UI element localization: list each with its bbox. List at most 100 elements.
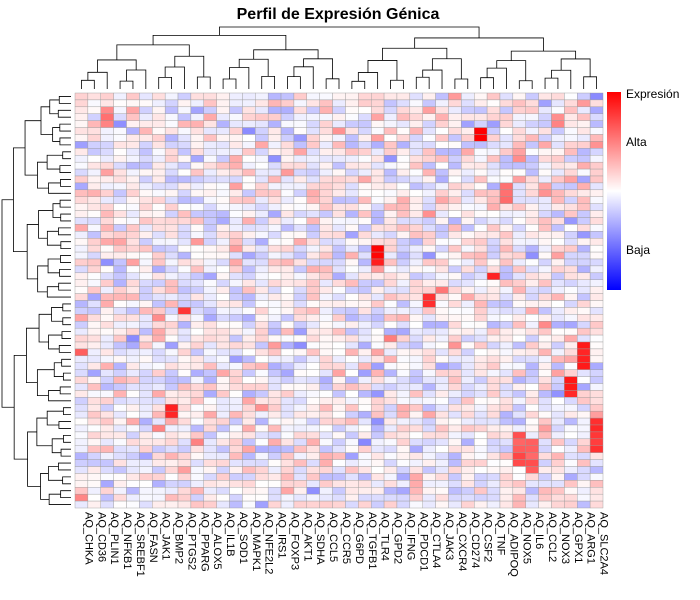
heatmap-cell bbox=[203, 424, 217, 433]
heatmap-cell bbox=[319, 321, 333, 329]
heatmap-cell bbox=[499, 300, 514, 308]
heatmap-cell bbox=[525, 445, 539, 453]
heatmap-cell bbox=[139, 189, 153, 197]
heatmap-cell bbox=[164, 189, 179, 197]
heatmap-cell bbox=[474, 265, 488, 274]
heatmap-cell bbox=[589, 404, 604, 412]
heatmap-cell bbox=[358, 459, 372, 467]
heatmap-cell bbox=[139, 300, 153, 308]
heatmap-cell bbox=[422, 500, 436, 509]
heatmap-cell bbox=[383, 141, 398, 149]
heatmap-cell bbox=[358, 431, 372, 440]
heatmap-cell bbox=[267, 175, 282, 184]
dendrogram-branch bbox=[62, 303, 71, 312]
heatmap-cell bbox=[538, 438, 552, 446]
heatmap-cell bbox=[499, 210, 514, 218]
heatmap-cell bbox=[255, 417, 269, 426]
heatmap-cell bbox=[242, 238, 256, 246]
heatmap-cell bbox=[190, 272, 204, 280]
heatmap-cell bbox=[293, 397, 308, 405]
heatmap-cell bbox=[74, 265, 89, 274]
heatmap-cell bbox=[293, 355, 308, 363]
heatmap-cell bbox=[74, 217, 89, 225]
heatmap-cell bbox=[152, 480, 166, 488]
legend-label-low: Baja bbox=[626, 243, 650, 257]
heatmap-cell bbox=[113, 251, 127, 260]
heatmap-cell bbox=[229, 369, 243, 377]
heatmap-cell bbox=[525, 341, 539, 350]
heatmap-cell bbox=[435, 362, 449, 370]
heatmap-cell bbox=[293, 148, 308, 156]
heatmap-cell bbox=[383, 362, 398, 370]
heatmap-cell bbox=[100, 362, 114, 370]
heatmap-cell bbox=[512, 321, 526, 329]
heatmap-cell bbox=[577, 487, 591, 495]
heatmap-cell bbox=[100, 410, 114, 419]
heatmap-cell bbox=[293, 286, 308, 294]
heatmap-cell bbox=[319, 141, 333, 149]
heatmap-cell bbox=[216, 210, 230, 218]
heatmap-cell bbox=[267, 404, 282, 412]
heatmap-cell bbox=[396, 182, 411, 191]
heatmap-cell bbox=[551, 376, 565, 384]
heatmap-cell bbox=[177, 134, 192, 142]
heatmap-cell bbox=[371, 161, 385, 170]
heatmap-cell bbox=[280, 500, 295, 509]
heatmap-cell bbox=[409, 238, 423, 246]
dendrogram-branch bbox=[48, 390, 71, 402]
heatmap-cell bbox=[435, 182, 449, 191]
heatmap-cell bbox=[525, 175, 539, 184]
heatmap-cell bbox=[280, 224, 295, 232]
heatmap-cell bbox=[512, 168, 526, 177]
heatmap-cell bbox=[332, 480, 346, 488]
heatmap-cell bbox=[152, 238, 166, 246]
heatmap-cell bbox=[345, 383, 359, 391]
heatmap-cell bbox=[589, 168, 604, 177]
heatmap-cell bbox=[280, 397, 295, 405]
heatmap-cell bbox=[461, 466, 475, 474]
heatmap-cell bbox=[345, 251, 359, 260]
heatmap-cell bbox=[190, 265, 204, 274]
heatmap-cell bbox=[255, 189, 269, 197]
heatmap-cell bbox=[229, 293, 243, 301]
heatmap-cell bbox=[216, 473, 230, 481]
heatmap-cell bbox=[190, 390, 204, 398]
heatmap-cell bbox=[358, 106, 372, 114]
heatmap-cell bbox=[461, 286, 475, 294]
heatmap-cell bbox=[461, 161, 475, 170]
heatmap-cell bbox=[306, 210, 320, 218]
heatmap-cell bbox=[190, 203, 204, 211]
heatmap-cell bbox=[100, 348, 114, 357]
heatmap-cell bbox=[164, 106, 179, 114]
heatmap-cell bbox=[461, 334, 475, 343]
heatmap-cell bbox=[139, 390, 153, 398]
heatmap-cell bbox=[190, 493, 204, 502]
heatmap-cell bbox=[113, 431, 127, 440]
heatmap-cell bbox=[461, 500, 475, 509]
heatmap-cell bbox=[100, 452, 114, 460]
heatmap-cell bbox=[87, 196, 101, 204]
heatmap-cell bbox=[448, 424, 462, 433]
heatmap-cell bbox=[126, 189, 140, 197]
heatmap-cell bbox=[319, 203, 333, 211]
heatmap-cell bbox=[255, 251, 269, 260]
heatmap-cell bbox=[383, 417, 398, 426]
heatmap-cell bbox=[229, 155, 243, 163]
heatmap-cell bbox=[126, 196, 140, 204]
heatmap-cell bbox=[293, 293, 308, 301]
dendrogram-branch bbox=[510, 50, 577, 61]
heatmap-cell bbox=[267, 369, 282, 377]
heatmap-cell bbox=[319, 155, 333, 163]
heatmap-cell bbox=[383, 210, 398, 218]
heatmap-cell bbox=[319, 431, 333, 440]
heatmap-cell bbox=[203, 300, 217, 308]
heatmap-cell bbox=[152, 265, 166, 274]
heatmap-cell bbox=[589, 238, 604, 246]
heatmap-cell bbox=[306, 244, 320, 253]
heatmap-cell bbox=[525, 438, 539, 446]
heatmap-cell bbox=[306, 307, 320, 315]
heatmap-cell bbox=[474, 473, 488, 481]
heatmap-cell bbox=[216, 397, 230, 405]
heatmap-cell bbox=[409, 134, 423, 142]
heatmap-cell bbox=[396, 272, 411, 280]
